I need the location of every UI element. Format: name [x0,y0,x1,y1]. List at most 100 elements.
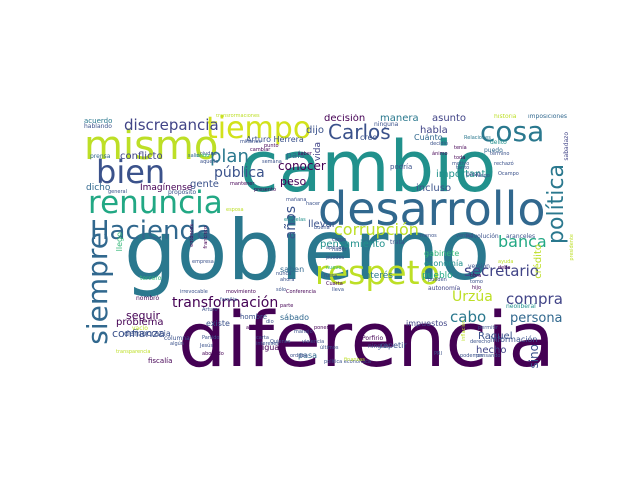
word-empresa: empresa [192,259,214,265]
word-aranceles: aranceles [506,233,536,240]
word-gente: gente [190,179,219,190]
word-seguir: seguir [126,309,161,322]
word-ninguna: ninguna [374,121,399,128]
word-igual: igual [262,343,282,352]
word-ultimos: últimos [320,345,339,351]
word-menos: menos [420,233,437,239]
word-vida: vida [313,142,323,162]
word-prensa: prensa [90,153,111,160]
word-pensando: pensando [476,353,501,359]
word-tanto: tanto [456,165,470,171]
word-historia: historia [494,114,517,120]
word-puedes: puedes [326,255,345,261]
word-apenas: apenas [326,245,345,251]
word-solo: sólo [276,287,287,293]
word-mismo: mismo [84,123,219,169]
word-cambiar: cambiar [250,147,271,153]
word-existe: existe [206,319,230,328]
word-manana: mañana [286,197,307,203]
word-pasa: pasa [298,351,318,360]
word-politica: política [544,164,569,244]
word-pais: país [286,151,305,161]
word-proposito: propósito [168,189,197,196]
word-hijo: hijo [472,285,482,291]
word-transparencia: transparencia [116,349,151,355]
word-derecho: derecho [470,339,491,345]
word-tiempo: tiempo [206,114,312,146]
word-ayuda: ayuda [498,259,514,265]
word-semana: semana [262,159,282,165]
word-partido: Partido [202,335,220,341]
word-nuevo: nuevo [326,265,342,271]
word-neoliberal: neoliberal [506,303,536,310]
word-asunto: asunto [432,114,467,124]
word-ningun: ningún [368,343,389,350]
word-carta: carta [256,335,269,341]
word-hablando: hablando [84,123,112,130]
word-luego: luego [476,173,490,179]
word-desarrollo: desarrollo [318,182,546,236]
word-motivo: motivo [452,161,470,167]
word-haber: haber [332,247,347,253]
word-conferencia: Conferencia [286,289,316,295]
word-decision: decisión [324,114,366,124]
word-escuelas: escuelas [284,217,306,223]
word-familia: familia [220,297,237,303]
word-persona: persona [510,311,563,326]
word-iba: iba [300,353,308,359]
word-acuerdo: acuerdo [84,117,113,125]
word-ocampo: Ocampo [498,171,519,177]
word-saldo: saldo [196,153,210,159]
word-ahora: ahora [280,277,295,283]
word-saben: saben [280,265,305,274]
word-toda: toda [454,155,466,161]
word-urzua: Urzúa [452,289,493,305]
word-cuanto: Cuánto [414,133,443,142]
word-permitir: permitir [478,325,498,331]
word-respeto: respeto [315,253,440,292]
word-intereses: intereses [256,341,279,347]
word-cambio: cambio [240,126,497,208]
word-sabado: sábado [280,313,310,322]
word-delito: delito [490,139,507,146]
word-violencia: violencia [302,339,325,345]
word-imaginense: Imagínense [140,183,193,193]
word-jesus: Jesús [200,343,213,349]
word-politica-economica: política económica [324,359,371,365]
word-dijo: dijo [306,125,325,136]
word-importante: importante [436,169,492,180]
word-revolucion: Revolución [466,233,499,240]
word-gabinete: gabinete [424,249,460,258]
word-fuera: fuera [324,273,338,279]
word-fiscalia: fiscalía [148,357,173,365]
word-punto: punto [264,143,279,149]
word-hombre: hombre [240,313,268,321]
word-quienes: Quienes [270,339,291,345]
word-salio: salió [188,153,200,159]
word-hacer: hacer [306,201,321,207]
word-saber: saber [298,151,312,157]
word-entonces: entonces [189,224,195,247]
word-decidio: decidió [430,141,449,147]
word-presento: presentó [254,187,277,193]
word-lleva: lleva [332,287,344,293]
word-podria: podría [390,163,413,171]
word-repetir: repetir [380,341,407,350]
word-bien: bien [96,153,166,191]
word-movimiento: movimiento [226,289,256,295]
word-buena: buena [314,225,330,231]
word-dicho: dicho [86,183,111,193]
word-sabadazo: sabadazo [563,132,570,161]
word-pueden: pueden [428,277,447,283]
word-hecho: hecho [476,345,507,356]
word-parte: parte [280,303,294,309]
word-dio: dio [266,319,274,325]
word-imposiciones: imposiciones [528,114,568,120]
word-renuncia: renuncia [88,185,223,221]
word-hacienda: Hacienda [90,216,212,246]
word-llevar: llevar [308,219,336,230]
word-aquello: aquello [200,159,219,165]
word-confianza: confianza [112,327,165,340]
word-porfirio: Porfirio [362,335,384,342]
word-mantener: mantener [230,181,255,187]
